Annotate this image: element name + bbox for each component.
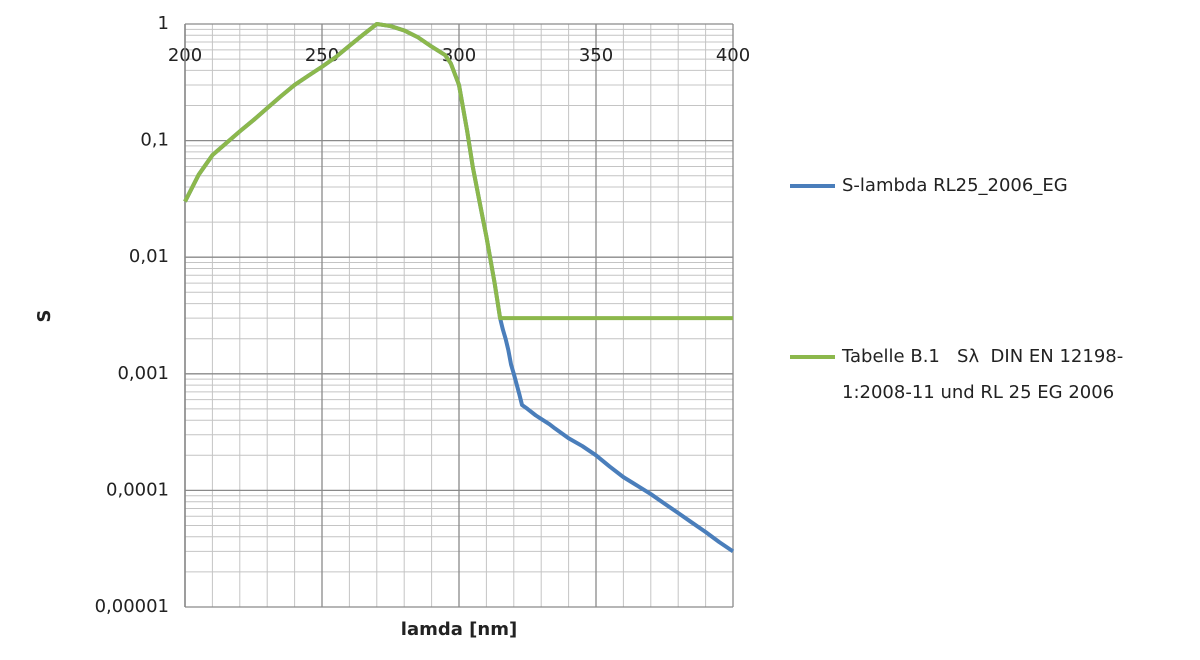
- legend-label: Tabelle B.1 Sλ DIN EN 12198-1:2008-11 un…: [842, 346, 1124, 403]
- y-axis-title: S: [34, 310, 55, 323]
- y-tick-label: 0,001: [117, 363, 169, 384]
- y-tick-label: 0,00001: [95, 596, 169, 617]
- y-tick-label: 0,1: [140, 130, 169, 151]
- series-line: [183, 22, 733, 321]
- y-tick-label: 0,0001: [106, 479, 169, 500]
- x-tick-label: 250: [305, 45, 339, 66]
- x-axis-title: lamda [nm]: [401, 619, 517, 640]
- y-tick-label: 0,01: [129, 246, 169, 267]
- x-tick-label: 350: [579, 45, 613, 66]
- legend-label: S-lambda RL25_2006_EG: [842, 175, 1068, 196]
- x-tick-label: 400: [716, 45, 750, 66]
- y-tick-label: 1: [158, 13, 169, 34]
